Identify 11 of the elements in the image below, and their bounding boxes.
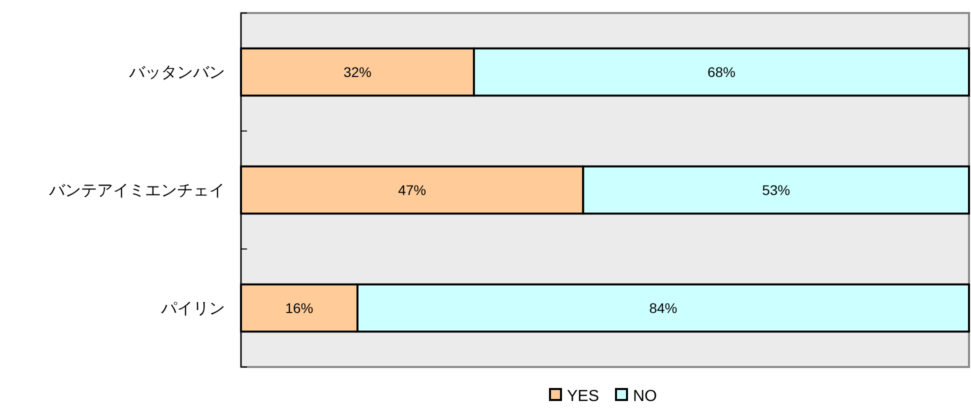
legend-label: YES xyxy=(567,388,600,405)
data-label: 53% xyxy=(762,182,790,198)
y-tick-label: バンテアイミエンチェイ xyxy=(48,180,225,200)
data-label: 84% xyxy=(649,300,678,316)
data-label: 16% xyxy=(285,300,314,316)
data-label: 68% xyxy=(707,64,736,80)
data-label: 47% xyxy=(398,182,426,198)
data-label: 32% xyxy=(343,64,372,80)
legend-label: NO xyxy=(633,388,657,405)
y-tick-label: バッタンバン xyxy=(128,62,225,82)
y-tick-label: パイリン xyxy=(160,298,225,318)
